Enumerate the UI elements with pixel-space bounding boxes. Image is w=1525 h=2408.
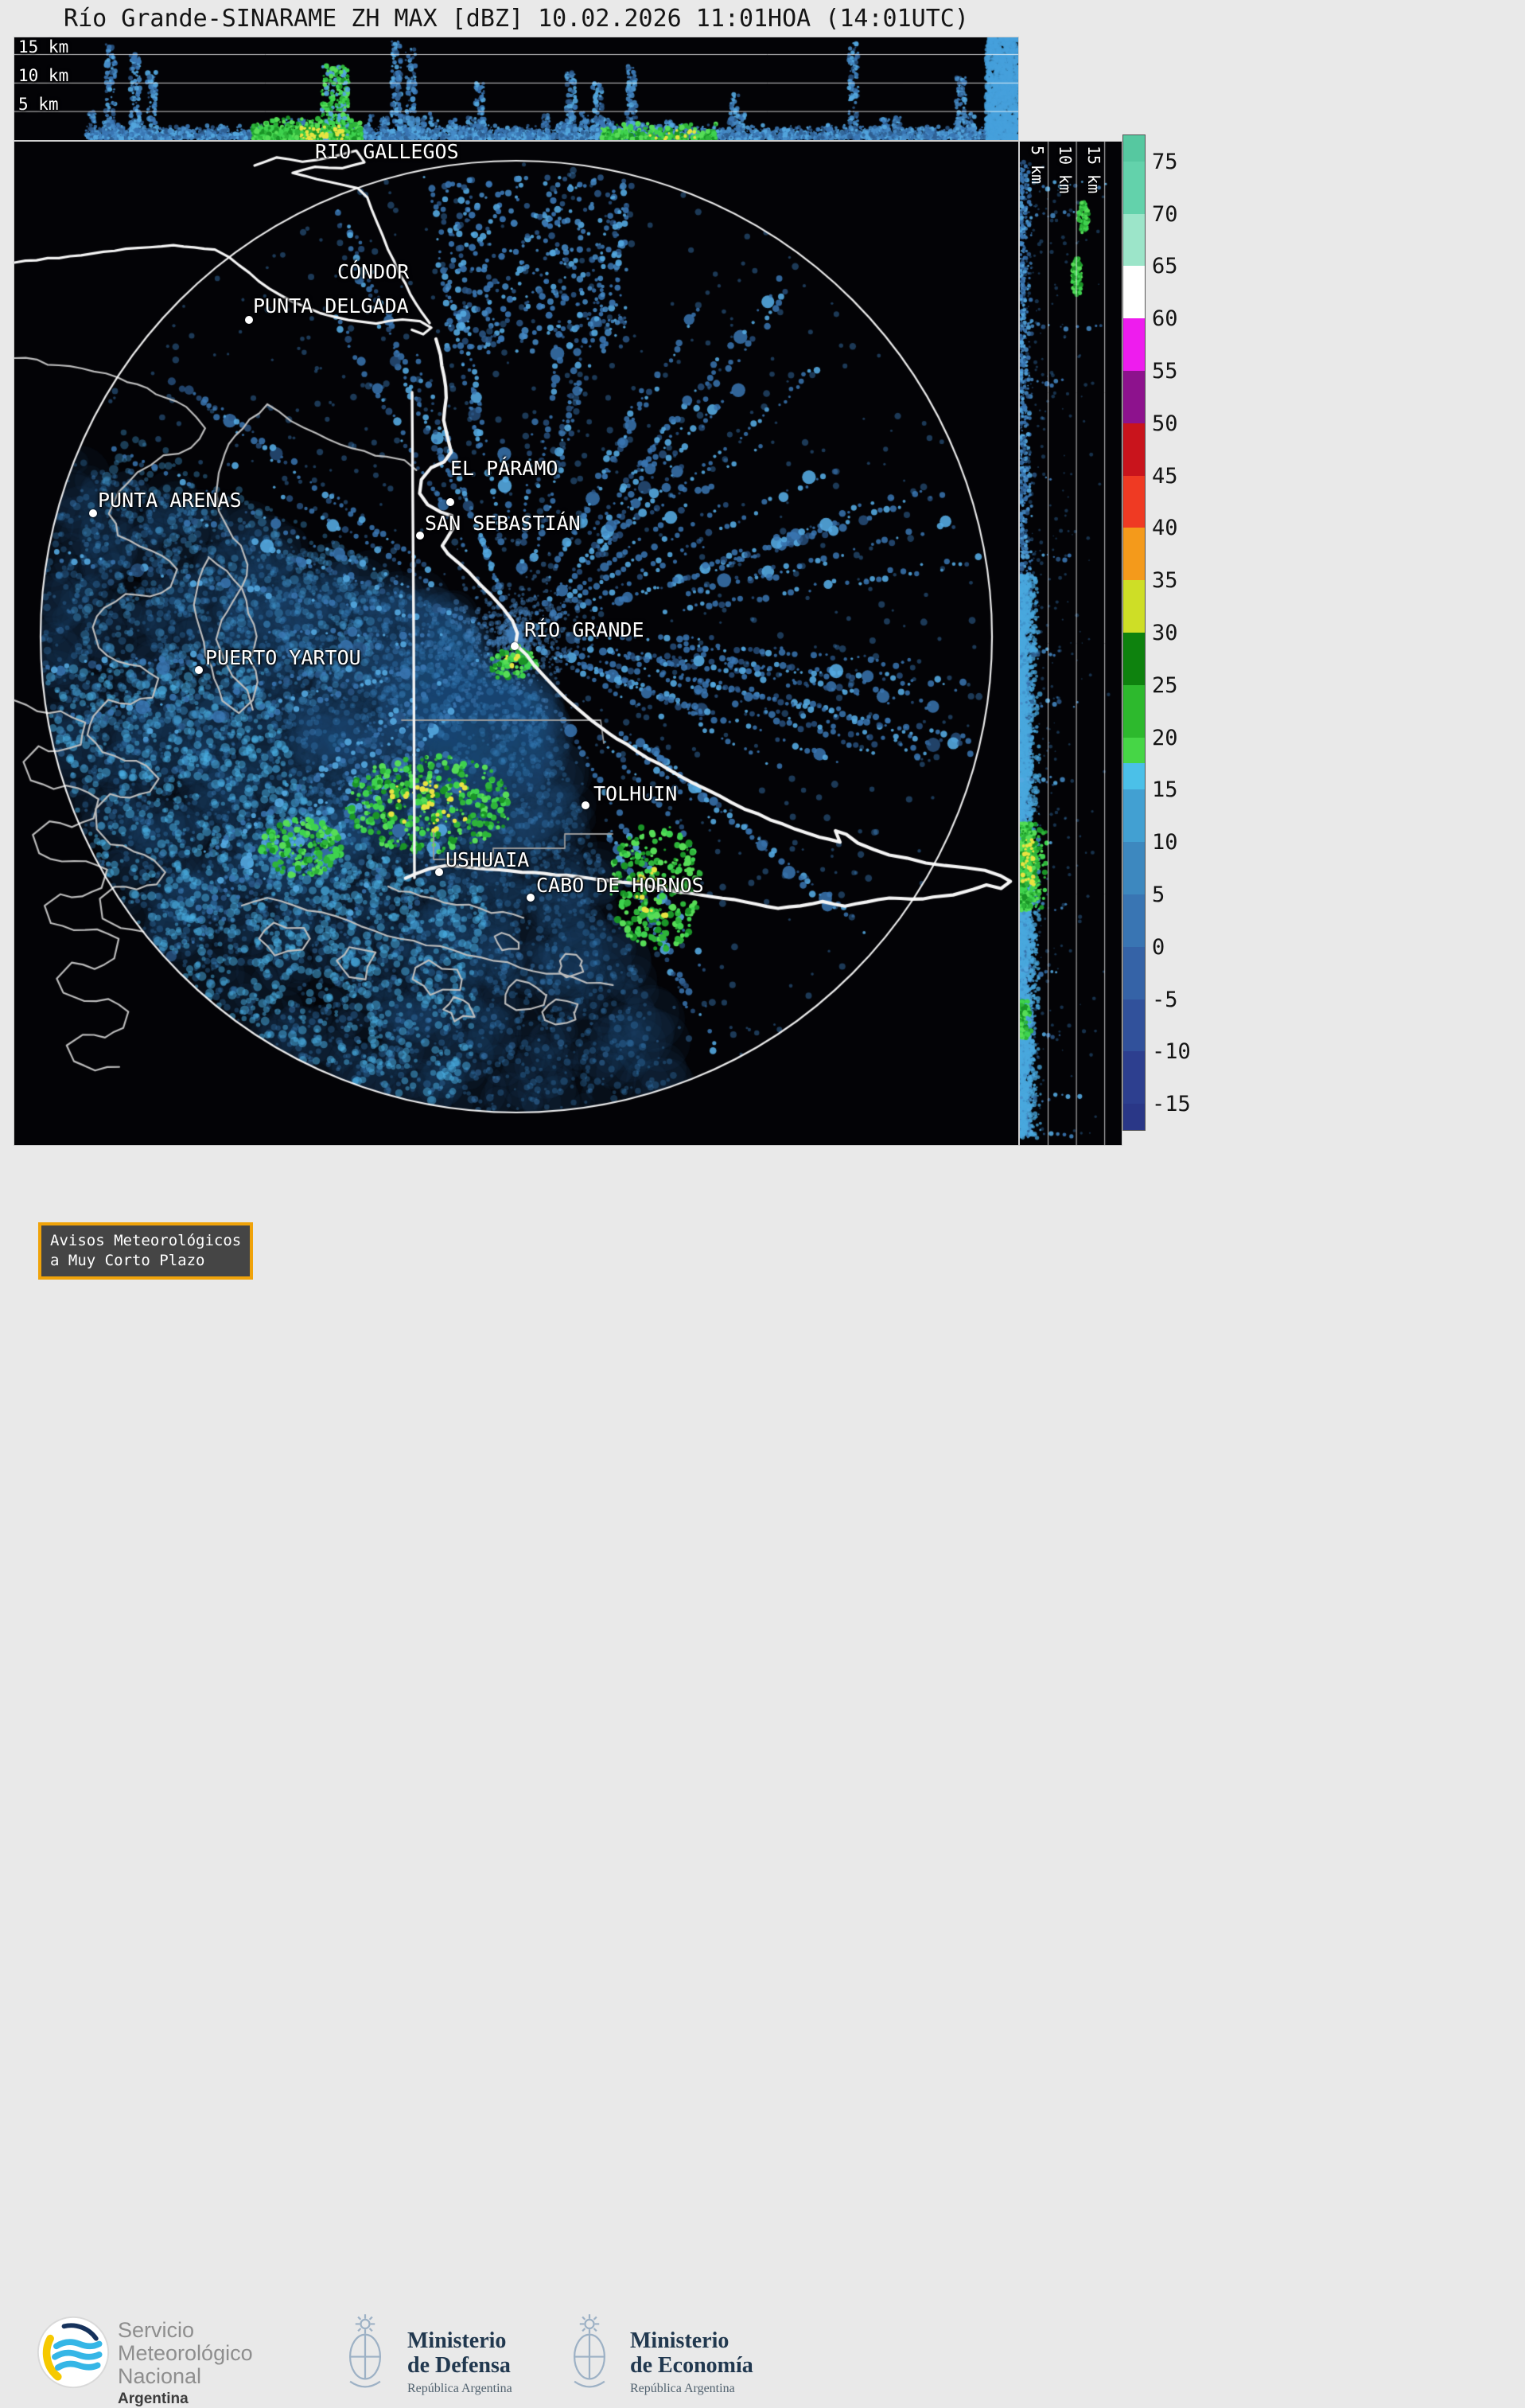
warning-box-line1: Avisos Meteorológicos (50, 1232, 242, 1249)
top-profile-label-5km: 5 km (18, 95, 59, 114)
place-label: PUNTA DELGADA (253, 294, 409, 318)
place-dot (195, 666, 203, 674)
place-dot (582, 801, 589, 809)
defensa-subtitle: República Argentina (407, 2382, 512, 2395)
colorbar-segment (1123, 213, 1145, 267)
place-labels-layer: RIO GALLEGOS CÓNDOR PUNTA DELGADA EL PÁRAMO… (14, 142, 1018, 1145)
colorbar (1122, 134, 1146, 1131)
colorbar-segment (1123, 633, 1145, 686)
footer: Servicio Meteorológico Nacional Argentin… (0, 1146, 1525, 2407)
defensa-line: Ministerio (407, 2328, 507, 2353)
economia-line: de Economía (630, 2353, 753, 2378)
page-title: Río Grande-SINARAME ZH MAX [dBZ] 10.02.2… (64, 5, 969, 33)
colorbar-tick-label: -10 (1152, 1039, 1191, 1065)
colorbar-tick-label: -5 (1152, 987, 1178, 1012)
radar-map-panel: RIO GALLEGOS CÓNDOR PUNTA DELGADA EL PÁRAMO… (14, 141, 1019, 1280)
colorbar-tick-label: 10 (1152, 830, 1178, 855)
smn-country: Argentina (118, 2390, 189, 2407)
right-profile-label-5km: 5 km (1028, 146, 1047, 185)
colorbar-tick-label: 40 (1152, 516, 1178, 541)
economia-subtitle: República Argentina (630, 2382, 735, 2395)
colorbar-segment (1123, 1104, 1145, 1131)
right-profile-label-10km: 10 km (1056, 146, 1075, 194)
place-dot (416, 532, 424, 540)
economia-wordmark: Ministerio de Economía República Argenti… (630, 2328, 753, 2396)
colorbar-segment (1123, 580, 1145, 633)
colorbar-tick-label: 60 (1152, 306, 1178, 332)
defensa-wordmark: Ministerio de Defensa República Argentin… (407, 2328, 512, 2396)
place-dot (527, 894, 535, 902)
colorbar-segment (1123, 371, 1145, 424)
smn-line: Servicio (118, 2318, 195, 2342)
smn-line: Meteorológico (118, 2341, 253, 2365)
colorbar-tick-label: 5 (1152, 882, 1165, 907)
right-profile-label-15km: 15 km (1084, 146, 1103, 194)
place-dot (89, 509, 97, 517)
colorbar-segment (1123, 318, 1145, 372)
colorbar-tick-label: 45 (1152, 463, 1178, 489)
smn-line: Nacional (118, 2364, 202, 2388)
colorbar-tick-label: 25 (1152, 672, 1178, 698)
top-cross-section-canvas (14, 37, 1018, 140)
economia-line: Ministerio (630, 2328, 729, 2353)
colorbar-segment (1123, 789, 1145, 843)
place-dot (435, 868, 443, 876)
place-label: CABO DE HORNOS (536, 874, 704, 897)
place-label: PUERTO YARTOU (205, 646, 361, 669)
colorbar-tick-label: 50 (1152, 411, 1178, 436)
economia-crest-icon (574, 2314, 605, 2388)
smn-wordmark: Servicio Meteorológico Nacional Argentin… (118, 2319, 253, 2408)
colorbar-tick-label: 75 (1152, 149, 1178, 174)
top-profile-label-10km: 10 km (18, 66, 69, 85)
colorbar-segment (1123, 161, 1145, 215)
colorbar-segment (1123, 894, 1145, 948)
colorbar-tick-label: 55 (1152, 359, 1178, 384)
colorbar-segment (1123, 266, 1145, 319)
colorbar-segment (1123, 135, 1145, 162)
colorbar-tick-label: 30 (1152, 621, 1178, 645)
colorbar-tick-label: 0 (1152, 934, 1165, 960)
colorbar-segment (1123, 475, 1145, 528)
warning-box[interactable]: Avisos Meteorológicos a Muy Corto Plazo (38, 1222, 254, 1280)
colorbar-segment (1123, 528, 1145, 581)
place-dot (446, 498, 454, 506)
warning-box-line2: a Muy Corto Plazo (50, 1252, 205, 1269)
smn-logo-icon (37, 2316, 110, 2389)
colorbar-segment (1123, 737, 1145, 764)
colorbar-tick-label: 35 (1152, 568, 1178, 594)
place-label: EL PÁRAMO (450, 457, 558, 480)
colorbar-tick-labels: 75 70 65 60 55 50 45 40 35 30 25 20 15 10 5 0 -5 -10 -15 (1152, 135, 1216, 1130)
place-label: RÍO GRANDE (524, 618, 644, 641)
colorbar-segment (1123, 1051, 1145, 1105)
colorbar-segment (1123, 842, 1145, 895)
top-profile-label-15km: 15 km (18, 37, 69, 56)
colorbar-tick-label: 65 (1152, 254, 1178, 279)
right-cross-section-panel: 5 km 10 km 15 km (1019, 141, 1122, 1146)
place-label: CÓNDOR (337, 260, 410, 283)
top-cross-section-panel: 15 km 10 km 5 km (14, 37, 1019, 141)
colorbar-segment (1123, 999, 1145, 1052)
colorbar-segment (1123, 946, 1145, 1000)
place-label: PUNTA ARENAS (98, 489, 242, 512)
colorbar-tick-label: 15 (1152, 777, 1178, 803)
defensa-line: de Defensa (407, 2353, 511, 2378)
place-label: USHUAIA (445, 848, 530, 871)
colorbar-segment (1123, 684, 1145, 738)
place-label: RIO GALLEGOS (315, 140, 459, 163)
colorbar-segment (1123, 763, 1145, 790)
place-label: TOLHUIN (593, 782, 678, 805)
colorbar-segment (1123, 423, 1145, 477)
colorbar-tick-label: -15 (1152, 1092, 1191, 1117)
place-dot (511, 642, 519, 650)
place-dot (245, 316, 253, 324)
place-label: SAN SEBASTIÁN (425, 512, 581, 535)
colorbar-tick-label: 20 (1152, 725, 1178, 750)
colorbar-tick-label: 70 (1152, 201, 1178, 227)
defensa-crest-icon (349, 2314, 381, 2388)
right-cross-section-canvas (1020, 142, 1122, 1145)
